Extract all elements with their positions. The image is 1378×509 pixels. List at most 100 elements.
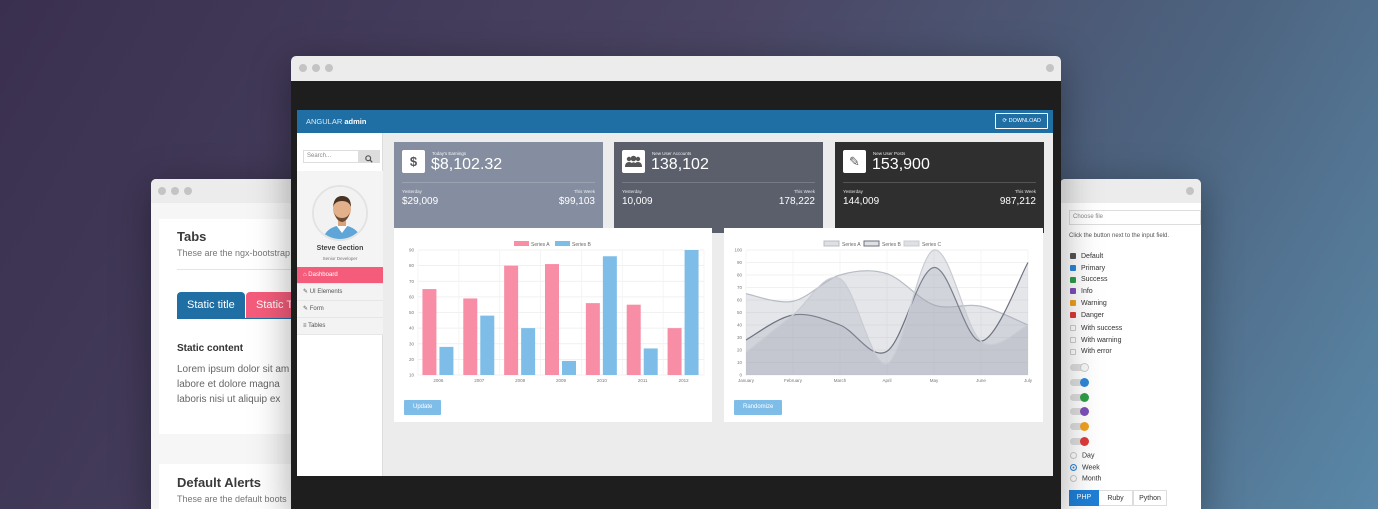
toggle-knob	[1080, 437, 1089, 446]
checkbox-box[interactable]	[1070, 325, 1076, 332]
checkbox-warning[interactable]: Warning	[1070, 300, 1107, 308]
edit-icon: ✎	[303, 306, 310, 312]
bar-series-a[interactable]	[626, 304, 641, 375]
update-button[interactable]: Update	[404, 400, 442, 415]
y-tick-label: 80	[409, 263, 415, 268]
search-button[interactable]	[358, 150, 380, 163]
line-series-a[interactable]	[745, 270, 1029, 326]
radio-circle[interactable]	[1070, 463, 1077, 471]
x-tick-label: April	[882, 378, 891, 383]
top-navbar: ANGULAR admin ⟳ DOWNLOAD	[297, 110, 1053, 133]
window-titlebar	[1060, 179, 1201, 203]
area-fill-series-b	[746, 262, 1028, 375]
toggle-switch[interactable]	[1070, 422, 1089, 432]
validation-checkbox[interactable]: With warning	[1070, 337, 1121, 345]
search-input[interactable]: Search...	[303, 150, 358, 163]
toggle-knob	[1080, 377, 1089, 387]
radio-month[interactable]: Month	[1070, 475, 1101, 483]
stat-label: New User Posts	[873, 151, 906, 156]
bar-series-b[interactable]	[684, 250, 699, 375]
sidebar-item-dashboard[interactable]: ⌂ Dashboard	[297, 267, 383, 284]
alerts-subtitle: These are the default boots	[177, 494, 287, 504]
x-tick-label: 2008	[515, 378, 526, 383]
line-series-c[interactable]	[745, 249, 1029, 365]
toggle-switch[interactable]	[1070, 363, 1089, 372]
download-button[interactable]: ⟳ DOWNLOAD	[995, 113, 1048, 129]
bar-series-b[interactable]	[439, 346, 454, 375]
bar-series-a[interactable]	[667, 328, 682, 375]
window-minimize-dot[interactable]	[171, 187, 179, 195]
toggle-switch[interactable]	[1070, 377, 1089, 387]
validation-checkbox[interactable]: With success	[1070, 325, 1122, 333]
lorem-line: labore et dolore magna	[177, 379, 280, 390]
window-maximize-dot[interactable]	[325, 64, 333, 72]
checkbox-box[interactable]	[1070, 276, 1076, 283]
bar-series-b[interactable]	[480, 315, 495, 375]
stat-yesterday-value: 144,009	[843, 196, 880, 207]
chart-legend: Series A Series B	[514, 241, 592, 248]
checkbox-box[interactable]	[1070, 264, 1076, 271]
legend-label: Series C	[922, 242, 942, 248]
checkbox-default[interactable]: Default	[1070, 253, 1103, 261]
bar-series-a[interactable]	[585, 303, 600, 375]
checkbox-box[interactable]	[1070, 348, 1076, 355]
window-maximize-dot[interactable]	[184, 187, 192, 195]
bar-series-a[interactable]	[545, 264, 559, 375]
download-label: DOWNLOAD	[1008, 118, 1041, 124]
toggle-knob	[1080, 363, 1089, 372]
bar-series-a[interactable]	[504, 265, 519, 375]
window-minimize-dot[interactable]	[312, 64, 320, 72]
checkbox-box[interactable]	[1070, 311, 1076, 318]
lorem-text: Lorem ipsum dolor sit am labore et dolor…	[177, 362, 289, 407]
sidebar-item-label: Form	[309, 306, 324, 312]
sidebar-item-form[interactable]: ✎ Form	[297, 301, 383, 318]
checkbox-label: Warning	[1081, 299, 1107, 307]
checkbox-box[interactable]	[1070, 253, 1076, 260]
alerts-title: Default Alerts	[177, 475, 262, 490]
checkbox-box[interactable]	[1070, 299, 1076, 306]
sidebar-item-tables[interactable]: ≡ Tables	[297, 318, 383, 335]
segment-python[interactable]: Python	[1133, 490, 1167, 506]
avatar[interactable]	[312, 185, 368, 241]
y-tick-label: 0	[739, 373, 742, 378]
bar-series-b[interactable]	[562, 360, 576, 375]
checkbox-danger[interactable]: Danger	[1070, 312, 1104, 320]
bar-series-a[interactable]	[422, 289, 437, 375]
checkbox-info[interactable]: Info	[1070, 288, 1093, 296]
window-close-dot[interactable]	[299, 64, 307, 72]
bar-series-b[interactable]	[643, 348, 658, 375]
y-tick-label: 40	[409, 326, 415, 331]
toggle-switch[interactable]	[1070, 407, 1089, 417]
segment-php[interactable]: PHP	[1069, 490, 1099, 506]
bar-series-b[interactable]	[521, 328, 536, 375]
sidebar-item-ui-elements[interactable]: ✎ UI Elements	[297, 284, 383, 301]
randomize-button[interactable]: Randomize	[734, 400, 783, 415]
checkbox-box[interactable]	[1070, 336, 1076, 343]
x-tick-label: May	[930, 378, 939, 383]
checkbox-success[interactable]: Success	[1070, 276, 1107, 284]
file-input[interactable]: Choose file	[1069, 210, 1201, 225]
legend-label: Series A	[842, 242, 861, 248]
y-tick-label: 20	[409, 357, 415, 362]
radio-week[interactable]: Week	[1070, 463, 1100, 472]
validation-checkbox[interactable]: With error	[1070, 348, 1112, 356]
radio-circle[interactable]	[1070, 475, 1077, 483]
line-chart: Series A Series B Series C 0 10 20 30 40 50 60 70 8…	[734, 240, 1033, 383]
window-dot[interactable]	[1046, 64, 1054, 72]
checkbox-box[interactable]	[1070, 288, 1076, 295]
legend-swatch	[903, 240, 920, 247]
checkbox-primary[interactable]: Primary	[1070, 265, 1105, 273]
window-dot[interactable]	[1186, 187, 1194, 195]
file-help-text: Click the button next to the input field…	[1069, 233, 1170, 239]
x-tick-label: July	[1024, 378, 1033, 383]
toggle-switch[interactable]	[1070, 392, 1089, 402]
radio-day[interactable]: Day	[1070, 452, 1094, 460]
brand-logo[interactable]: ANGULAR admin	[306, 117, 366, 126]
window-close-dot[interactable]	[158, 187, 166, 195]
tab-static-title[interactable]: Static title	[177, 292, 245, 318]
toggle-switch[interactable]	[1070, 437, 1089, 446]
radio-circle[interactable]	[1070, 452, 1077, 459]
bar-series-b[interactable]	[602, 256, 617, 375]
segment-ruby[interactable]: Ruby	[1099, 490, 1133, 506]
bar-series-a[interactable]	[463, 298, 478, 375]
